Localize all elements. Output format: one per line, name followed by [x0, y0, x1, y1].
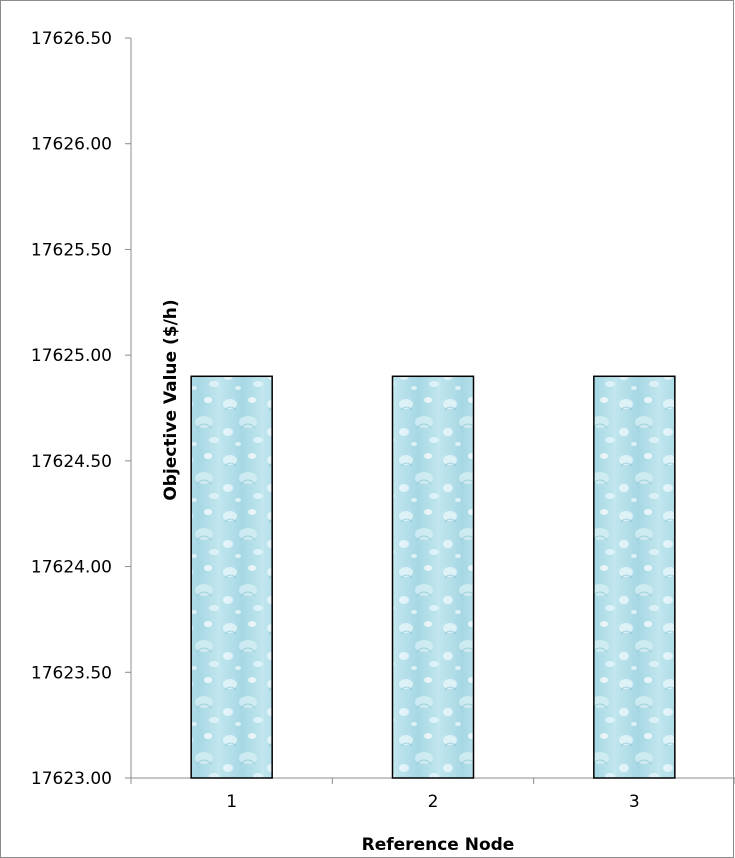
bar-3	[593, 375, 676, 779]
y-axis-title: Objective Value ($/h)	[161, 299, 181, 500]
y-tick-label: 17626.50	[31, 29, 112, 49]
y-tick-label: 17624.50	[31, 452, 112, 472]
y-tick-label: 17623.50	[31, 663, 112, 683]
y-tick-label: 17623.00	[31, 769, 112, 789]
y-tick-label: 17625.50	[31, 240, 112, 260]
x-axis-title: Reference Node	[362, 835, 515, 855]
x-tick-label: 2	[428, 792, 439, 812]
y-tick-label: 17625.00	[31, 346, 112, 366]
bar-1	[190, 375, 273, 779]
y-tick-label: 17624.00	[31, 558, 112, 578]
x-tick-label: 1	[226, 792, 237, 812]
x-tick-label: 3	[629, 792, 640, 812]
y-tick-label: 17626.00	[31, 135, 112, 155]
bar-2	[391, 375, 475, 779]
